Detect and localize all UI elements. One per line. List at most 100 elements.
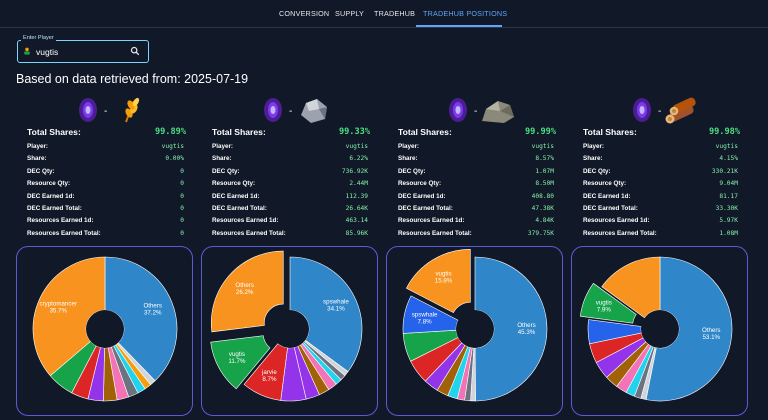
dec-qty-label: DEC Qty: — [212, 168, 240, 175]
share-label: Share: — [398, 155, 418, 162]
dec-earned-total-label: DEC Earned Total: — [27, 205, 82, 212]
share-value: 8.57% — [535, 155, 554, 162]
player-label: Player: — [27, 143, 49, 150]
total-shares-value: 99.33% — [338, 127, 370, 137]
player-label: Player: — [398, 143, 420, 150]
pair-separator: - — [658, 106, 661, 117]
dec-orb-icon — [79, 98, 97, 122]
donut-chart: Others 45.3% spswhale 7.8% vugtis 15.8% — [402, 249, 548, 402]
share-label: Share: — [583, 155, 603, 162]
dec-earned-1d-label: DEC Earned 1d: — [212, 193, 260, 200]
search-icon[interactable] — [130, 46, 140, 56]
donut-chart: Others 37.2% cryptomancer 35.7% — [32, 256, 178, 402]
stone-icon — [482, 101, 514, 123]
total-shares-label: Total Shares: — [27, 127, 81, 137]
resources-earned-total-label: Resources Earned Total: — [583, 230, 657, 237]
resources-earned-total-value: 0 — [180, 230, 184, 237]
pie-label-vugtis: vugtis 7.9% — [596, 300, 612, 314]
donut-hole — [641, 310, 679, 348]
card-icons: - — [264, 98, 327, 123]
chart-panel-iron: spswhale 34.1% jarvie 8.7% vugtis 11.7% Others… — [201, 246, 378, 416]
dec-earned-total-label: DEC Earned Total: — [398, 205, 453, 212]
nav-tradehub-positions[interactable]: TRADEHUB POSITIONS — [423, 9, 508, 18]
resources-earned-total-label: Resources Earned Total: — [27, 230, 101, 237]
dec-qty-value: 1.07M — [535, 168, 554, 175]
dec-earned-1d-label: DEC Earned 1d: — [398, 193, 446, 200]
player-value: vugtis — [715, 143, 738, 150]
donut-hole — [456, 310, 494, 348]
total-shares-value: 99.89% — [154, 127, 186, 137]
pie-slice-others[interactable] — [210, 250, 284, 333]
resource-qty-label: Resource Qty: — [398, 180, 442, 187]
player-label: Player: — [583, 143, 605, 150]
share-label: Share: — [212, 155, 232, 162]
pie-label-others: Others 53.1% — [702, 327, 721, 341]
resources-earned-1d-label: Resources Earned 1d: — [398, 217, 465, 224]
resources-earned-total-value: 379.75K — [527, 230, 554, 237]
card-icons: - — [79, 97, 140, 123]
grain-icon — [125, 97, 140, 123]
share-label: Share: — [27, 155, 47, 162]
pie-label-others: Others 26.2% — [235, 282, 254, 296]
dec-qty-value: 330.21K — [711, 168, 738, 175]
pie-label-others: Others 45.3% — [517, 322, 536, 336]
pie-label-vugtis: vugtis 15.8% — [435, 270, 453, 284]
player-search-label: Enter Player — [21, 35, 56, 41]
dec-earned-total-value: 47.38K — [531, 205, 554, 212]
resources-earned-1d-value: 463.14 — [345, 217, 368, 224]
resources-earned-1d-value: 0 — [180, 217, 184, 224]
dec-earned-total-label: DEC Earned Total: — [583, 205, 638, 212]
dec-earned-1d-label: DEC Earned 1d: — [27, 193, 75, 200]
resources-earned-1d-value: 5.97K — [719, 217, 738, 224]
pie-slice-vugtis[interactable] — [210, 335, 271, 390]
player-label: Player: — [212, 143, 234, 150]
chart-panel-grain: Others 37.2% cryptomancer 35.7% — [16, 246, 193, 416]
total-shares-label: Total Shares: — [583, 127, 637, 137]
card-icons: - — [633, 97, 696, 124]
wood-icon — [665, 97, 696, 124]
dec-earned-total-label: DEC Earned Total: — [212, 205, 267, 212]
card-icons: - — [449, 98, 514, 123]
pie-slice-vugtis[interactable] — [579, 282, 637, 324]
dec-qty-value: 736.92K — [341, 168, 368, 175]
pie-slice-vugtis[interactable] — [405, 249, 471, 313]
player-search-input[interactable] — [17, 40, 149, 63]
pie-label-vugtis: vugtis 11.7% — [228, 351, 246, 365]
share-value: 6.22% — [349, 155, 368, 162]
resource-qty-value: 0 — [180, 180, 184, 187]
dec-earned-total-value: 0 — [180, 205, 184, 212]
dec-earned-1d-value: 0 — [180, 193, 184, 200]
dec-orb-icon — [449, 98, 467, 122]
resources-earned-total-label: Resources Earned Total: — [212, 230, 286, 237]
resource-qty-label: Resource Qty: — [583, 180, 627, 187]
chart-panel-stone: Others 45.3% spswhale 7.8% vugtis 15.8% — [386, 246, 563, 416]
player-search-value[interactable]: vugtis — [36, 47, 59, 57]
resources-earned-1d-label: Resources Earned 1d: — [583, 217, 650, 224]
resources-earned-1d-value: 4.84K — [535, 217, 554, 224]
total-shares-label: Total Shares: — [398, 127, 452, 137]
dec-earned-1d-value: 408.80 — [531, 193, 554, 200]
iron-ore-icon — [301, 99, 327, 123]
active-tab-indicator — [416, 25, 502, 27]
pie-label-jarvie: jarvie 8.7% — [261, 369, 277, 383]
dec-qty-label: DEC Qty: — [398, 168, 426, 175]
pair-separator: - — [474, 106, 477, 117]
pie-label-cryptomancer: cryptomancer 35.7% — [39, 300, 76, 314]
share-value: 4.15% — [719, 155, 738, 162]
share-value: 0.00% — [165, 155, 184, 162]
pie-label-others: Others 37.2% — [143, 303, 162, 317]
nav-conversion[interactable]: CONVERSION — [279, 9, 330, 18]
resources-earned-1d-label: Resources Earned 1d: — [27, 217, 94, 224]
resource-qty-value: 8.50M — [535, 180, 554, 187]
nav-supply[interactable]: SUPPLY — [335, 9, 365, 18]
pie-slice-others[interactable] — [474, 256, 548, 402]
dec-orb-icon — [633, 98, 651, 122]
pie-slice-cryptomancer[interactable] — [32, 256, 106, 377]
total-shares-label: Total Shares: — [212, 127, 266, 137]
donut-hole — [271, 310, 309, 348]
nav-tradehub[interactable]: TRADEHUB — [374, 9, 416, 18]
resource-qty-value: 2.44M — [349, 180, 368, 187]
player-value: vugtis — [345, 143, 368, 150]
page-heading: Based on data retrieved from: 2025-07-19 — [16, 72, 249, 86]
pie-label-spswhale: spswhale 34.1% — [323, 299, 349, 313]
